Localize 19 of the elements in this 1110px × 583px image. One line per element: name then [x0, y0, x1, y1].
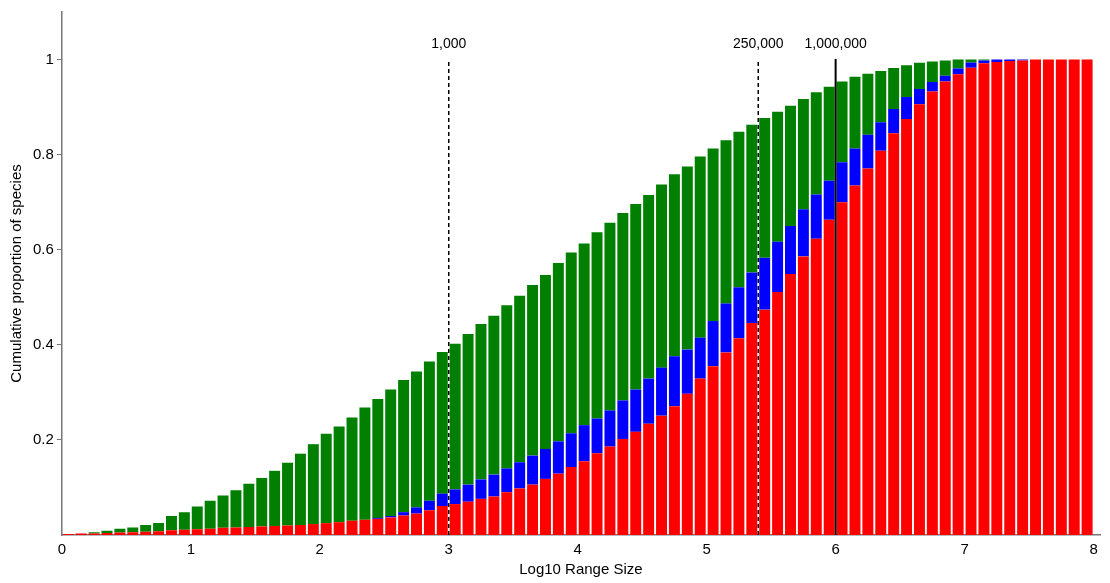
x-tick-label: 7 [960, 540, 969, 558]
x-tick-label: 2 [315, 540, 324, 558]
annotation: 1,000,000 [804, 35, 867, 52]
x-tick-label: 5 [702, 540, 711, 558]
annotation: 250,000 [732, 35, 784, 52]
annotation: 1,000 [431, 35, 467, 52]
y-tick-label: 0.6 [32, 239, 54, 257]
y-tick-label: 0.8 [32, 144, 54, 162]
y-tick-label: 1 [45, 49, 54, 67]
x-tick-label: 0 [57, 540, 67, 558]
x-tick-label: 6 [831, 540, 840, 558]
x-tick-label: 8 [1089, 540, 1098, 558]
y-tick-label: 0.4 [32, 334, 54, 352]
x-tick-label: 4 [573, 540, 582, 558]
y-axis-title: Cumulative proportion of species [7, 164, 25, 383]
x-tick-label: 3 [444, 540, 453, 558]
x-tick-label: 1 [186, 540, 195, 558]
y-tick-label: 0.2 [32, 430, 54, 448]
x-axis-title: Log10 Range Size [519, 560, 643, 578]
